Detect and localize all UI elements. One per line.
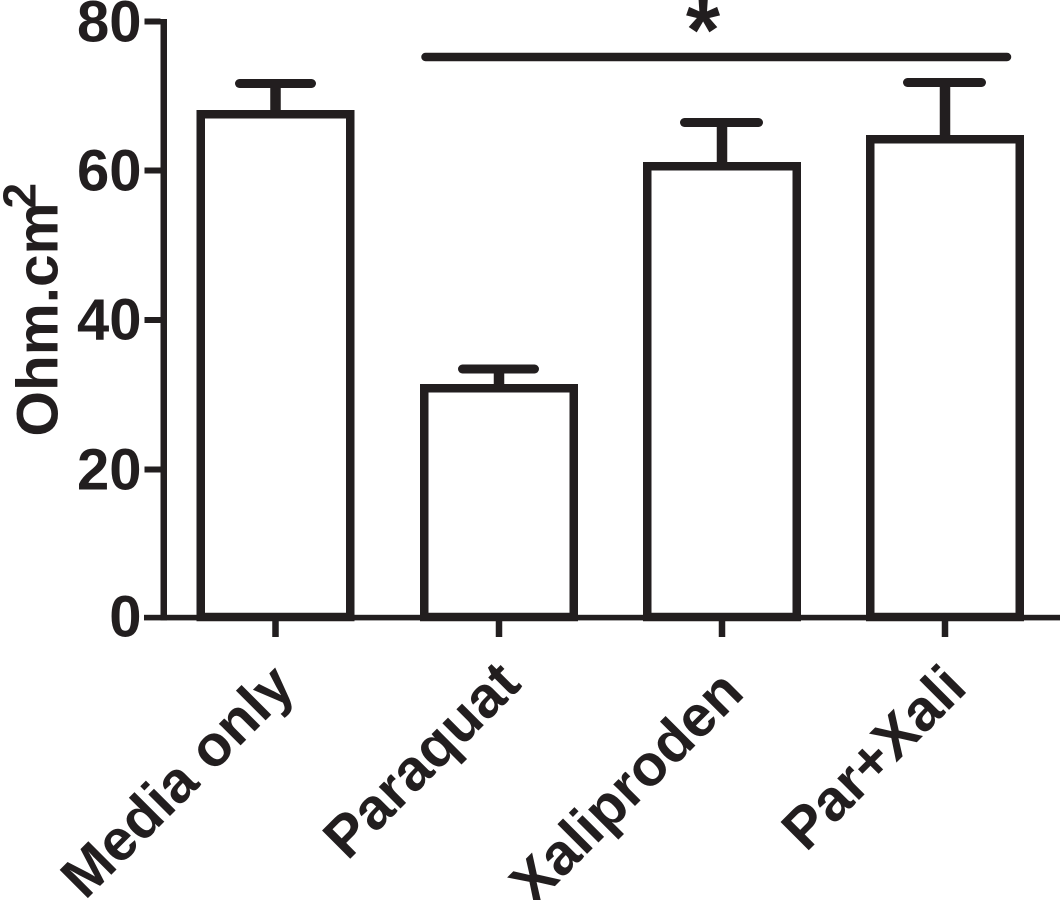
svg-text:Xaliproden: Xaliproden bbox=[497, 658, 755, 900]
svg-text:40: 40 bbox=[77, 288, 142, 353]
svg-text:Paraquat: Paraquat bbox=[311, 649, 532, 870]
svg-text:Par+Xali: Par+Xali bbox=[769, 653, 978, 862]
svg-text:20: 20 bbox=[77, 438, 142, 503]
svg-text:Ohm.cm: Ohm.cm bbox=[6, 202, 71, 436]
svg-text:80: 80 bbox=[77, 0, 142, 55]
svg-text:2: 2 bbox=[0, 183, 46, 209]
svg-text:Media only: Media only bbox=[48, 652, 306, 900]
svg-text:60: 60 bbox=[77, 139, 142, 204]
svg-text:0: 0 bbox=[109, 585, 141, 650]
svg-text:*: * bbox=[686, 0, 721, 79]
